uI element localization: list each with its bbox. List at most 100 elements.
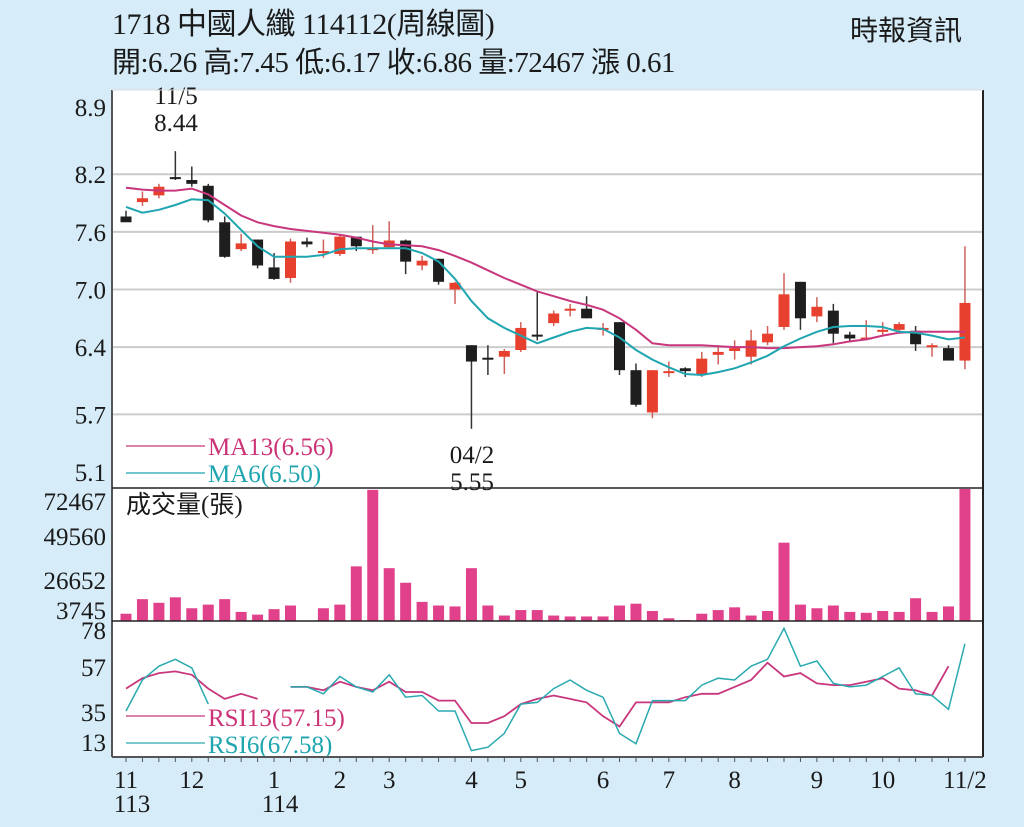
volume-bar	[712, 610, 724, 621]
volume-bar	[136, 599, 148, 621]
price-tick-label: 5.7	[75, 402, 106, 429]
rsi-tick-label: 35	[81, 700, 106, 727]
x-year-label: 114	[262, 791, 299, 818]
ma6-line	[125, 198, 966, 377]
rsi13-legend-label: RSI13(57.15)	[208, 705, 345, 732]
high-value-annotation: 8.44	[154, 110, 198, 137]
rsi-tick-label: 57	[81, 655, 106, 682]
volume-bar	[729, 607, 741, 621]
ma6-legend-label: MA6(6.50)	[208, 461, 321, 488]
candle-up	[926, 345, 938, 348]
volume-bar	[153, 602, 165, 621]
rsi-panel	[112, 621, 983, 757]
volume-bar	[794, 604, 806, 621]
volume-bar	[630, 603, 642, 621]
volume-bar	[433, 605, 445, 621]
candle-up	[778, 294, 790, 327]
x-tick-label: 11	[114, 767, 138, 794]
candle-up	[877, 329, 889, 332]
candle-up	[712, 351, 724, 355]
volume-bar	[778, 542, 790, 621]
candle-up	[663, 371, 675, 374]
x-tick-label: 3	[383, 767, 396, 794]
candle-up	[235, 243, 247, 250]
candle-down	[252, 239, 264, 266]
low-value-annotation: 5.55	[450, 469, 494, 496]
x-tick-label: 12	[179, 767, 204, 794]
candle-down	[433, 258, 445, 282]
volume-bar	[893, 611, 905, 621]
volume-panel	[112, 488, 983, 621]
volume-bar	[268, 609, 280, 621]
volume-bar	[926, 611, 938, 621]
ohlc-summary: 開:6.26 高:7.45 低:6.17 收:6.86 量:72467 漲 0.…	[112, 47, 676, 79]
rsi-tick-label: 13	[81, 730, 106, 757]
volume-tick-label: 3745	[56, 598, 106, 625]
candle-down	[531, 334, 543, 337]
candle-down	[482, 357, 494, 360]
x-tick-label: 9	[811, 767, 824, 794]
candle-up	[745, 340, 757, 357]
price-tick-label: 5.1	[75, 460, 106, 487]
volume-bar	[219, 599, 231, 621]
volume-bar	[844, 611, 856, 621]
candle-down	[794, 281, 806, 319]
volume-bar	[515, 610, 527, 621]
x-year-label: 113	[114, 791, 151, 818]
volume-bar	[498, 615, 510, 621]
volume-bar	[482, 605, 494, 621]
x-tick-label: 1	[268, 767, 281, 794]
volume-tick-label: 49560	[44, 524, 107, 551]
volume-bar	[597, 616, 609, 621]
volume-bar	[548, 615, 560, 621]
volume-bar	[416, 601, 428, 621]
x-tick-label: 7	[663, 767, 676, 794]
price-tick-label: 7.0	[75, 278, 106, 305]
volume-bar	[367, 489, 379, 621]
candle-up	[416, 260, 428, 266]
price-tick-label: 6.4	[75, 335, 107, 362]
source-label: 時報資訊	[850, 14, 963, 47]
volume-bar	[235, 611, 247, 621]
candle-up	[317, 251, 329, 254]
volume-bar	[745, 615, 757, 621]
volume-bar	[860, 612, 872, 621]
volume-title: 成交量(張)	[126, 491, 243, 519]
volume-bar	[646, 610, 658, 621]
low-date-annotation: 04/2	[450, 442, 494, 469]
rsi6-line	[125, 658, 209, 712]
high-date-annotation: 11/5	[154, 83, 198, 110]
volume-bar	[350, 566, 362, 621]
price-tick-label: 8.2	[75, 162, 106, 189]
candle-down	[350, 236, 362, 247]
volume-bar	[186, 608, 198, 621]
volume-bar	[449, 606, 461, 621]
candle-up	[959, 302, 971, 361]
rsi-tick-label: 78	[81, 618, 106, 645]
candle-down	[910, 330, 922, 345]
candle-up	[334, 236, 346, 254]
volume-bar	[663, 618, 675, 621]
rsi13-line	[125, 670, 258, 700]
candle-down	[943, 348, 954, 361]
candle-up	[498, 350, 510, 357]
candle-down	[844, 334, 856, 339]
candle-up	[548, 313, 560, 324]
candle-up	[449, 282, 461, 290]
ma13-legend-label: MA13(6.56)	[208, 434, 334, 461]
candle-down	[679, 368, 691, 372]
candle-up	[515, 327, 527, 351]
candle-up	[564, 308, 576, 311]
volume-bar	[614, 605, 625, 621]
candle-down	[400, 240, 412, 262]
chart-title: 1718 中國人纖 114112(周線圖)	[112, 8, 495, 41]
volume-bar	[334, 604, 346, 621]
candle-down	[202, 185, 214, 221]
candle-down	[120, 216, 132, 223]
candle-down	[219, 222, 231, 257]
volume-tick-label: 72467	[44, 489, 107, 516]
x-tick-label: 10	[870, 767, 895, 794]
candle-up	[811, 306, 823, 317]
x-tick-label: 4	[465, 767, 478, 794]
